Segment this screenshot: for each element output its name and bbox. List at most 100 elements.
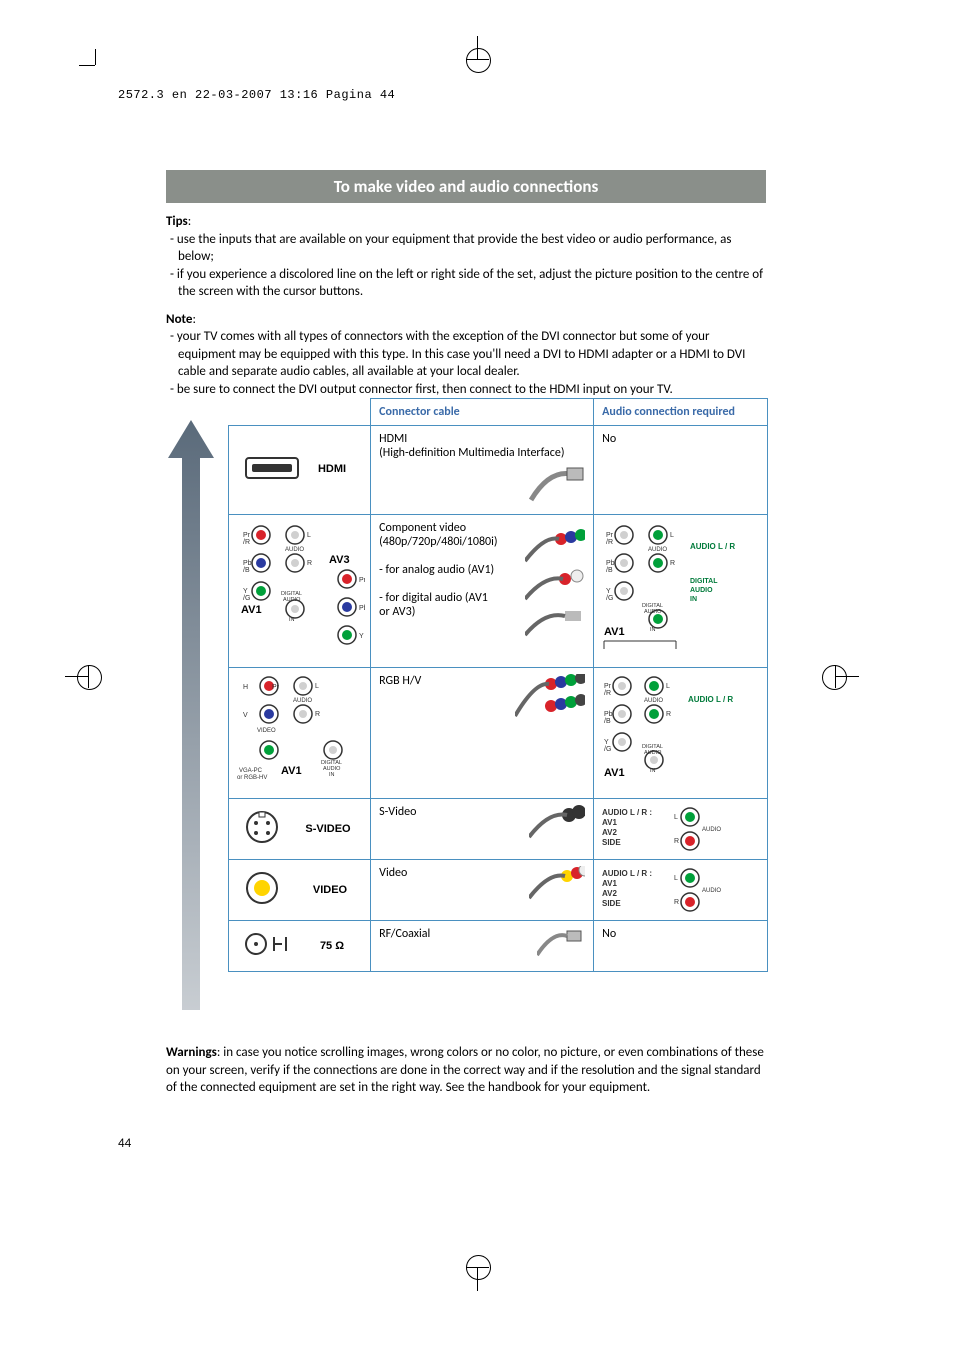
- tips-block: Tips: - use the inputs that are availabl…: [166, 213, 766, 301]
- table-header-row: Connector cable Audio connection require…: [229, 399, 768, 426]
- warnings-text: : in case you notice scrolling images, w…: [166, 1045, 764, 1095]
- svg-text:Pb: Pb: [243, 560, 252, 567]
- component-cable-icon: [525, 521, 585, 645]
- svg-text:DIGITAL: DIGITAL: [690, 578, 718, 585]
- page-title: To make video and audio connections: [166, 170, 766, 203]
- note-block: Note: - your TV comes with all types of …: [166, 311, 766, 399]
- svg-text:V: V: [243, 712, 248, 719]
- svg-text:AV1: AV1: [241, 604, 262, 616]
- crop-mark-left: [65, 676, 89, 677]
- rgb-cable-icon: [515, 674, 585, 728]
- row-rf: 75 Ω RF/Coaxial No: [229, 921, 768, 972]
- svg-text:Pr: Pr: [606, 532, 614, 539]
- svg-text:75 Ω: 75 Ω: [320, 940, 344, 952]
- svg-text:R: R: [674, 899, 679, 906]
- svg-text:AUDIO: AUDIO: [690, 587, 713, 594]
- crop-mark-right: [835, 676, 859, 677]
- rf-port-icon: 75 Ω: [240, 927, 360, 961]
- svg-text:VGA-PC: VGA-PC: [239, 768, 263, 774]
- svg-text:AV1: AV1: [602, 818, 618, 827]
- crop-mark-top: [477, 36, 478, 60]
- quality-arrow: [166, 420, 216, 1020]
- svg-text:AV1: AV1: [604, 626, 625, 638]
- svg-text:Pr: Pr: [272, 684, 280, 691]
- tips-item: - use the inputs that are available on y…: [170, 231, 766, 266]
- svg-text:L: L: [315, 683, 319, 690]
- connection-table: Connector cable Audio connection require…: [228, 398, 768, 972]
- svg-text:Pb: Pb: [604, 711, 613, 718]
- svg-text:AV1: AV1: [281, 765, 302, 777]
- svg-text:AUDIO: AUDIO: [283, 597, 301, 603]
- print-header: 2572.3 en 22-03-2007 13:16 Pagina 44: [118, 88, 395, 102]
- svg-text:S-VIDEO: S-VIDEO: [305, 823, 351, 835]
- tips-item: - if you experience a discolored line on…: [170, 266, 766, 301]
- svg-text:L: L: [307, 532, 311, 539]
- svg-text:AV1: AV1: [604, 767, 625, 779]
- svg-text:AUDIO: AUDIO: [644, 609, 662, 615]
- svg-text:AUDIO L / R: AUDIO L / R: [690, 542, 735, 551]
- svg-text:/B: /B: [243, 567, 250, 574]
- hdmi-audio: No: [594, 426, 768, 515]
- svg-text:IN: IN: [650, 768, 656, 774]
- svg-text:AV2: AV2: [602, 889, 618, 898]
- svg-text:IN: IN: [329, 772, 335, 778]
- svg-text:AUDIO: AUDIO: [644, 750, 662, 756]
- svg-text:AUDIO L / R :: AUDIO L / R :: [602, 808, 652, 817]
- component-cable-text: Component video (480p/720p/480i/1080i) -…: [379, 521, 499, 619]
- svg-text:L: L: [674, 814, 678, 821]
- row-hdmi: HDMI HDMI (High-definition Multimedia In…: [229, 426, 768, 515]
- svg-text:H: H: [243, 684, 248, 691]
- svideo-audio-icon: AUDIO L / R : AV1 AV2 SIDE L R AUDIO: [598, 803, 758, 851]
- warnings-label: Warnings: [166, 1045, 217, 1060]
- video-port-icon: VIDEO: [240, 868, 360, 908]
- svg-text:Pr: Pr: [243, 532, 251, 539]
- svideo-cable-text: S-Video: [379, 805, 416, 819]
- svg-text:AV2: AV2: [602, 828, 618, 837]
- svg-text:L: L: [674, 875, 678, 882]
- svg-text:/R: /R: [243, 539, 250, 546]
- svg-text:SIDE: SIDE: [602, 899, 621, 908]
- svg-text:AUDIO: AUDIO: [644, 698, 663, 704]
- row-component: Pr/R Pb/B Y/G L R AUDIO DIGITAL AUDIO IN…: [229, 515, 768, 668]
- svg-text:R: R: [666, 711, 671, 718]
- svg-text:AV1: AV1: [602, 879, 618, 888]
- rgb-port-icon: H V Pr VIDEO LR AUDIO DIGITAL AUDIO IN V…: [235, 672, 365, 790]
- svg-text:Y: Y: [606, 588, 611, 595]
- video-cable-text: Video: [379, 866, 407, 880]
- svg-text:AUDIO: AUDIO: [702, 827, 721, 833]
- svg-text:/R: /R: [606, 539, 613, 546]
- svg-text:SIDE: SIDE: [602, 838, 621, 847]
- svg-text:/G: /G: [243, 595, 250, 602]
- svg-text:R: R: [307, 560, 312, 567]
- svg-text:AUDIO: AUDIO: [293, 698, 312, 704]
- svg-text:Pb: Pb: [359, 605, 365, 612]
- video-cable-icon: [529, 866, 585, 908]
- svg-text:AUDIO L / R: AUDIO L / R: [688, 695, 733, 704]
- svg-text:Pr: Pr: [604, 683, 612, 690]
- rf-audio: No: [594, 921, 768, 972]
- rf-cable-icon: [537, 927, 585, 965]
- header-connector: Connector cable: [371, 399, 594, 426]
- note-item: - your TV comes with all types of connec…: [170, 328, 766, 381]
- svg-text:AUDIO: AUDIO: [648, 547, 667, 553]
- svg-text:Y: Y: [359, 633, 364, 640]
- svg-text:HDMI: HDMI: [318, 463, 346, 475]
- svg-text:/G: /G: [604, 746, 611, 753]
- svg-text:/B: /B: [604, 718, 611, 725]
- warnings-block: Warnings: in case you notice scrolling i…: [166, 1044, 766, 1097]
- note-item: - be sure to connect the DVI output conn…: [170, 381, 766, 399]
- svg-text:R: R: [674, 838, 679, 845]
- svg-text:IN: IN: [650, 627, 656, 633]
- note-label: Note: [166, 312, 192, 327]
- rgb-cable-text: RGB H/V: [379, 674, 421, 688]
- crop-mark-bottom: [477, 1267, 478, 1291]
- rf-cable-text: RF/Coaxial: [379, 927, 430, 941]
- svg-text:IN: IN: [690, 596, 697, 603]
- hdmi-cable-text: HDMI (High-definition Multimedia Interfa…: [379, 432, 564, 460]
- row-rgb: H V Pr VIDEO LR AUDIO DIGITAL AUDIO IN V…: [229, 668, 768, 799]
- svg-text:Pr: Pr: [359, 577, 365, 584]
- svg-text:/G: /G: [606, 595, 613, 602]
- svg-text:AUDIO: AUDIO: [285, 547, 304, 553]
- svg-text:IN: IN: [289, 617, 295, 623]
- row-video: VIDEO Video AUDIO L / R : AV1 AV2 SIDE L…: [229, 860, 768, 921]
